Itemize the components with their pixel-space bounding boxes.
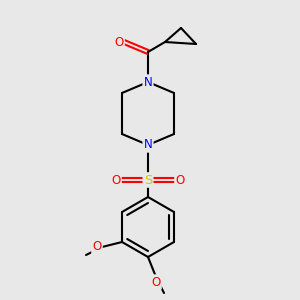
Text: N: N [144, 76, 152, 88]
Text: O: O [92, 241, 102, 254]
Text: O: O [111, 173, 121, 187]
Text: O: O [114, 35, 124, 49]
Text: N: N [144, 139, 152, 152]
Text: O: O [152, 275, 160, 289]
Text: O: O [176, 173, 184, 187]
Text: S: S [144, 173, 152, 187]
